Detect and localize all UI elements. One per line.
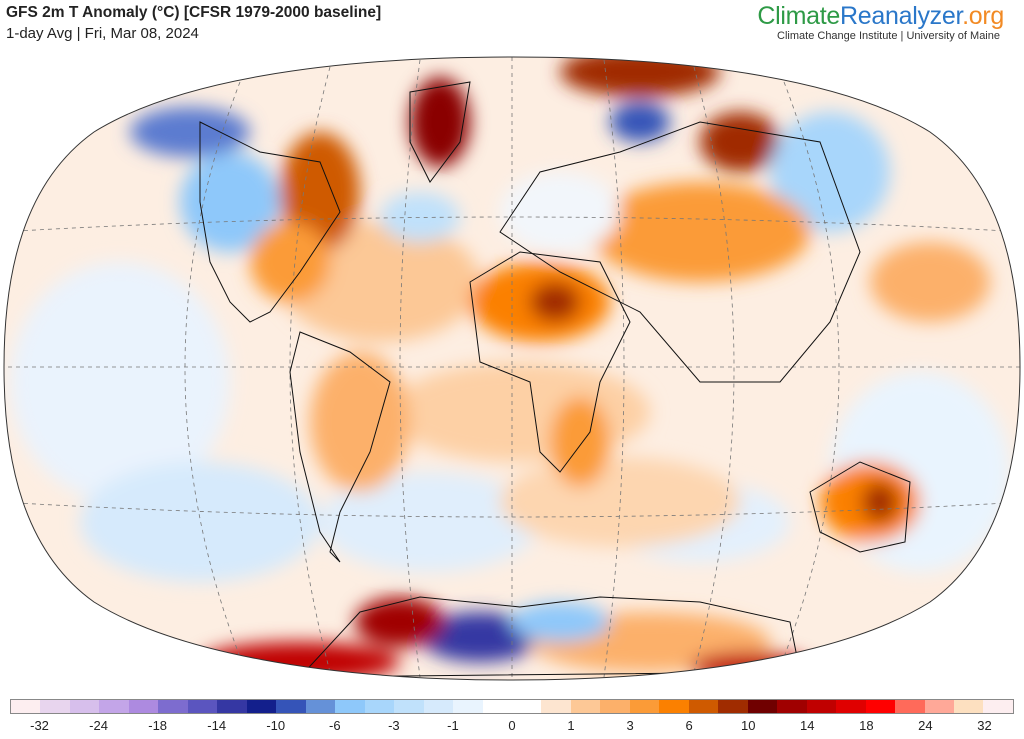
logo-text-climate: Climate	[757, 2, 841, 30]
colorbar-swatch	[11, 700, 41, 713]
colorbar-swatch	[836, 700, 866, 713]
colorbar-swatch	[629, 700, 660, 713]
logo-text-org: .org	[962, 2, 1004, 30]
colorbar-swatch	[924, 700, 954, 713]
colorbar-swatch	[688, 700, 719, 713]
colorbar-tick-label: 0	[508, 718, 516, 733]
colorbar-tick-label: -3	[388, 718, 400, 733]
coastlines	[199, 81, 911, 678]
colorbar-swatch	[69, 700, 100, 713]
colorbar-swatch	[570, 700, 601, 713]
colorbar-swatch	[600, 700, 630, 713]
institution-label: Climate Change Institute | University of…	[777, 30, 1000, 42]
colorbar-tick-label: 3	[626, 718, 634, 733]
map-title: GFS 2m T Anomaly (°C) [CFSR 1979-2000 ba…	[6, 4, 382, 21]
anomaly-map	[3, 56, 1021, 681]
colorbar-swatch	[895, 700, 925, 713]
climate-reanalyzer-logo[interactable]: ClimateReanalyzer.org	[757, 2, 1004, 31]
colorbar-swatch	[305, 700, 336, 713]
colorbar-swatch	[423, 700, 454, 713]
colorbar-swatch	[511, 700, 542, 713]
colorbar-swatch	[217, 700, 247, 713]
colorbar-swatch	[246, 700, 277, 713]
colorbar-swatch	[865, 700, 896, 713]
colorbar-swatch	[128, 700, 159, 713]
anomaly-field	[10, 57, 1010, 680]
colorbar-tick-label: 1	[567, 718, 575, 733]
colorbar-tick-label: -32	[30, 718, 49, 733]
colorbar-swatch	[983, 700, 1013, 713]
colorbar-swatch	[718, 700, 748, 713]
colorbar-swatch	[777, 700, 807, 713]
colorbar-swatch	[747, 700, 778, 713]
colorbar-tick-label: -6	[329, 718, 341, 733]
colorbar-swatch	[158, 700, 188, 713]
colorbar-tick-label: -14	[207, 718, 227, 733]
colorbar-swatch	[364, 700, 395, 713]
graticule	[4, 57, 1020, 680]
colorbar-swatch	[659, 700, 689, 713]
colorbar-tick-label: -10	[266, 718, 286, 733]
colorbar-swatch	[806, 700, 837, 713]
colorbar-tick-label: 24	[918, 718, 933, 733]
colorbar-swatch	[335, 700, 365, 713]
colorbar-swatch	[40, 700, 70, 713]
colorbar-tick-label: 14	[800, 718, 815, 733]
colorbar-swatch	[99, 700, 129, 713]
colorbar-tick-label: 10	[741, 718, 756, 733]
colorbar-labels: -32 -24 -18 -14 -10 -6 -3 -1 0 1 3 6 10 14 18 24 32	[10, 718, 1014, 734]
colorbar-swatch	[954, 700, 984, 713]
colorbar-tick-label: -24	[89, 718, 108, 733]
colorbar-tick-label: 6	[685, 718, 693, 733]
colorbar-swatch	[482, 700, 512, 713]
colorbar-tick-label: 32	[977, 718, 992, 733]
colorbar-swatch	[394, 700, 424, 713]
colorbar-swatch	[276, 700, 306, 713]
colorbar-swatch	[541, 700, 571, 713]
colorbar-tick-label: -1	[447, 718, 459, 733]
map-subtitle: 1-day Avg | Fri, Mar 08, 2024	[6, 25, 199, 42]
colorbar-swatch	[453, 700, 483, 713]
colorbar	[10, 699, 1014, 714]
logo-text-reanalyzer: Reanalyzer	[840, 2, 963, 30]
colorbar-tick-label: -18	[148, 718, 168, 733]
colorbar-swatch	[187, 700, 218, 713]
colorbar-tick-label: 18	[859, 718, 874, 733]
